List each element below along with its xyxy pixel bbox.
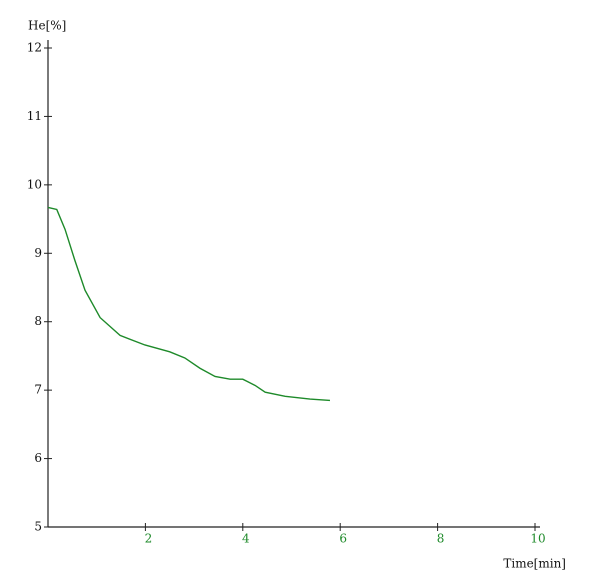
y-tick-label: 12 bbox=[27, 41, 42, 55]
y-tick-label: 10 bbox=[27, 177, 42, 191]
x-tick-label: 4 bbox=[242, 532, 250, 546]
y-tick-label: 7 bbox=[34, 383, 42, 397]
y-axis-label: He[%] bbox=[28, 19, 66, 33]
y-tick-label: 8 bbox=[34, 314, 42, 328]
x-axis-label: Time[min] bbox=[503, 557, 566, 571]
y-tick-label: 5 bbox=[34, 520, 42, 534]
data-line bbox=[47, 206, 331, 402]
y-tick-label: 11 bbox=[27, 109, 42, 123]
y-tick-label: 9 bbox=[34, 246, 42, 260]
y-tick-label: 6 bbox=[34, 451, 42, 465]
x-tick-label: 6 bbox=[339, 532, 347, 546]
x-tick-label: 10 bbox=[530, 532, 545, 546]
x-tick-label: 8 bbox=[437, 532, 445, 546]
x-tick-label: 2 bbox=[145, 532, 153, 546]
